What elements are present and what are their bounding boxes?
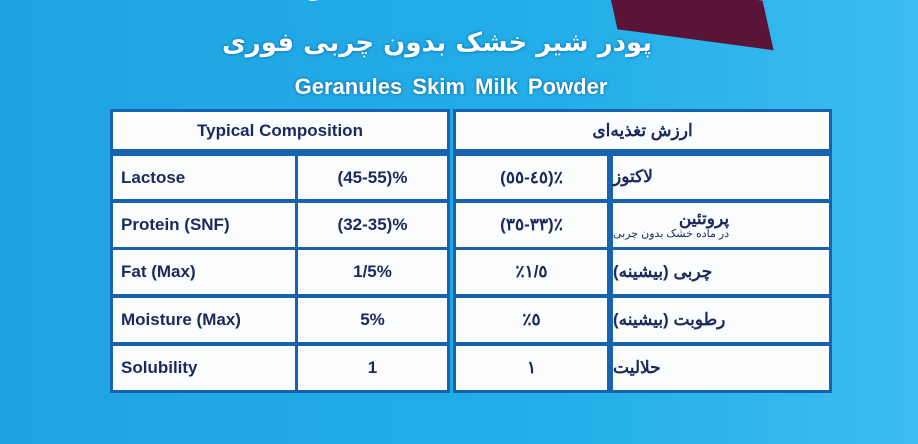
- persian-nutrition-table: ارزش تغذیه‌ای ٪(٤٥-٥٥) لاکتوز ٪(٣٣-٣٥) پر…: [453, 109, 832, 393]
- persian-row-label: چربی (بیشینه): [613, 250, 829, 294]
- white-circle-decoration: [300, 0, 326, 1]
- title-en-text: Geranules Skim Milk Powder: [294, 74, 608, 99]
- persian-row-value: ٥٪: [456, 298, 607, 342]
- persian-sublabel-text: در ماده خشک بدون چربی: [613, 228, 730, 241]
- persian-label-text: چربی (بیشینه): [613, 261, 713, 281]
- persian-row-value: ١/٥٪: [456, 250, 607, 294]
- english-row-label: Protein (SNF): [113, 203, 295, 247]
- english-composition-table: Typical Composition Lactose (45-55)% Prot…: [110, 109, 450, 393]
- english-row-value: (32-35)%: [298, 203, 447, 247]
- persian-label-text: لاکتوز: [613, 167, 653, 187]
- persian-label-text: رطوبت (بیشینه): [613, 309, 726, 329]
- english-row-value: 1/5%: [298, 250, 447, 294]
- persian-label-text: پروتئین: [678, 208, 730, 228]
- persian-row-value: ١: [456, 346, 607, 390]
- english-row-label: Lactose: [113, 156, 295, 199]
- persian-row-label: لاکتوز: [613, 156, 829, 199]
- title-fa-text: پودر شیر خشک بدون چربی فوری: [221, 28, 653, 58]
- english-row-label: Moisture (Max): [113, 298, 295, 342]
- persian-row-label: حلالیت: [613, 346, 829, 390]
- english-row-label: Fat (Max): [113, 250, 295, 294]
- english-row-label: Solubility: [113, 346, 295, 390]
- english-row-value: (45-55)%: [298, 156, 447, 199]
- persian-table-header: ارزش تغذیه‌ای: [456, 112, 829, 149]
- persian-label-text: حلالیت: [613, 357, 661, 377]
- persian-row-label: پروتئین در ماده خشک بدون چربی: [613, 203, 829, 247]
- english-row-value: 5%: [298, 298, 447, 342]
- product-title-english: Geranules Skim Milk Powder: [0, 74, 918, 100]
- persian-row-label: رطوبت (بیشینه): [613, 298, 829, 342]
- english-row-value: 1: [298, 346, 447, 390]
- persian-row-value: ٪(٣٣-٣٥): [456, 203, 607, 247]
- english-table-header: Typical Composition: [113, 112, 447, 149]
- product-title-persian: پودر شیر خشک بدون چربی فوری: [0, 28, 918, 58]
- persian-row-value: ٪(٤٥-٥٥): [456, 156, 607, 199]
